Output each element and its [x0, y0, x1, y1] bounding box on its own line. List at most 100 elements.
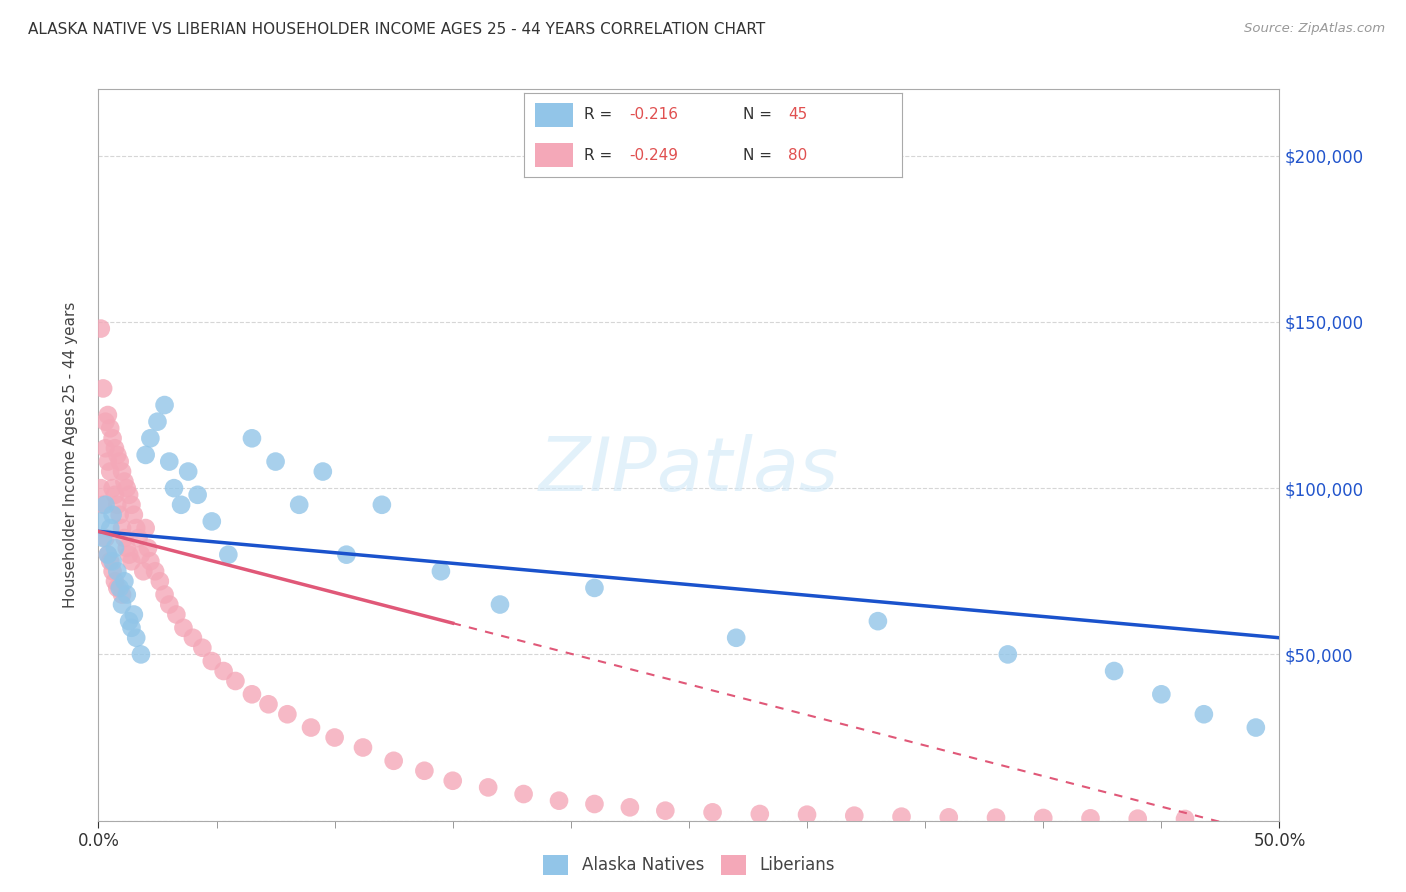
- Point: [104, 488, 127, 502]
- Point: [170, 498, 193, 512]
- Text: R =: R =: [583, 147, 617, 162]
- Point: [111, 588, 134, 602]
- Point: [135, 448, 157, 462]
- Point: [135, 521, 157, 535]
- Point: [121, 498, 143, 512]
- Point: [121, 554, 143, 568]
- Point: [112, 475, 135, 489]
- Point: [619, 800, 641, 814]
- Point: [98, 465, 121, 479]
- Point: [111, 521, 134, 535]
- Point: [105, 448, 128, 462]
- Point: [132, 564, 155, 578]
- Point: [201, 515, 224, 529]
- Point: [257, 698, 280, 712]
- Text: ZIPatlas: ZIPatlas: [538, 434, 839, 506]
- Point: [1244, 721, 1267, 735]
- Point: [548, 794, 571, 808]
- Point: [97, 548, 120, 562]
- Point: [90, 481, 112, 495]
- Point: [1080, 811, 1102, 825]
- Point: [101, 508, 124, 522]
- Point: [1150, 687, 1173, 701]
- Point: [98, 421, 121, 435]
- Point: [984, 811, 1007, 825]
- Point: [101, 481, 124, 495]
- Point: [108, 581, 131, 595]
- Point: [165, 607, 187, 622]
- Point: [118, 488, 141, 502]
- Point: [371, 498, 394, 512]
- Point: [146, 415, 169, 429]
- Point: [212, 664, 235, 678]
- Point: [157, 454, 180, 468]
- Point: [1032, 811, 1054, 825]
- Point: [796, 807, 818, 822]
- Point: [654, 804, 676, 818]
- Text: -0.249: -0.249: [630, 147, 679, 162]
- Point: [890, 810, 912, 824]
- Point: [997, 648, 1019, 662]
- Point: [94, 498, 117, 512]
- Point: [97, 548, 120, 562]
- Point: [201, 654, 224, 668]
- Text: 80: 80: [789, 147, 807, 162]
- Point: [866, 614, 889, 628]
- Point: [512, 787, 534, 801]
- Point: [104, 541, 127, 555]
- Point: [153, 588, 176, 602]
- Point: [101, 554, 124, 568]
- Point: [118, 614, 141, 628]
- Point: [224, 673, 246, 688]
- Point: [217, 548, 239, 562]
- Point: [264, 454, 287, 468]
- Point: [125, 631, 148, 645]
- Point: [129, 648, 152, 662]
- Point: [938, 810, 960, 824]
- Point: [128, 531, 150, 545]
- Point: [111, 598, 134, 612]
- Point: [111, 465, 134, 479]
- Point: [108, 454, 131, 468]
- Point: [98, 554, 121, 568]
- Point: [90, 321, 112, 335]
- Point: [139, 554, 162, 568]
- Point: [187, 488, 209, 502]
- Point: [163, 481, 186, 495]
- Point: [104, 442, 127, 456]
- Point: [112, 574, 135, 589]
- Point: [90, 515, 112, 529]
- Point: [105, 564, 128, 578]
- Point: [101, 431, 124, 445]
- Point: [98, 521, 121, 535]
- Y-axis label: Householder Income Ages 25 - 44 years: Householder Income Ages 25 - 44 years: [63, 301, 77, 608]
- Point: [94, 415, 117, 429]
- Point: [844, 808, 866, 822]
- Point: [177, 465, 200, 479]
- Point: [477, 780, 499, 795]
- Point: [288, 498, 311, 512]
- Point: [97, 408, 120, 422]
- Point: [240, 431, 263, 445]
- Point: [91, 381, 114, 395]
- Legend: Alaska Natives, Liberians: Alaska Natives, Liberians: [537, 848, 841, 882]
- Point: [91, 531, 114, 545]
- Point: [101, 564, 124, 578]
- Text: Source: ZipAtlas.com: Source: ZipAtlas.com: [1244, 22, 1385, 36]
- Point: [115, 481, 138, 495]
- Point: [441, 773, 464, 788]
- Point: [1102, 664, 1125, 678]
- Point: [748, 807, 770, 822]
- Point: [115, 588, 138, 602]
- Point: [129, 548, 152, 562]
- Bar: [534, 103, 572, 127]
- Text: N =: N =: [742, 107, 776, 122]
- Bar: [534, 144, 572, 167]
- Point: [149, 574, 172, 589]
- Point: [118, 548, 141, 562]
- Point: [725, 631, 748, 645]
- Point: [276, 707, 298, 722]
- Point: [702, 805, 724, 820]
- Point: [122, 508, 145, 522]
- Point: [91, 498, 114, 512]
